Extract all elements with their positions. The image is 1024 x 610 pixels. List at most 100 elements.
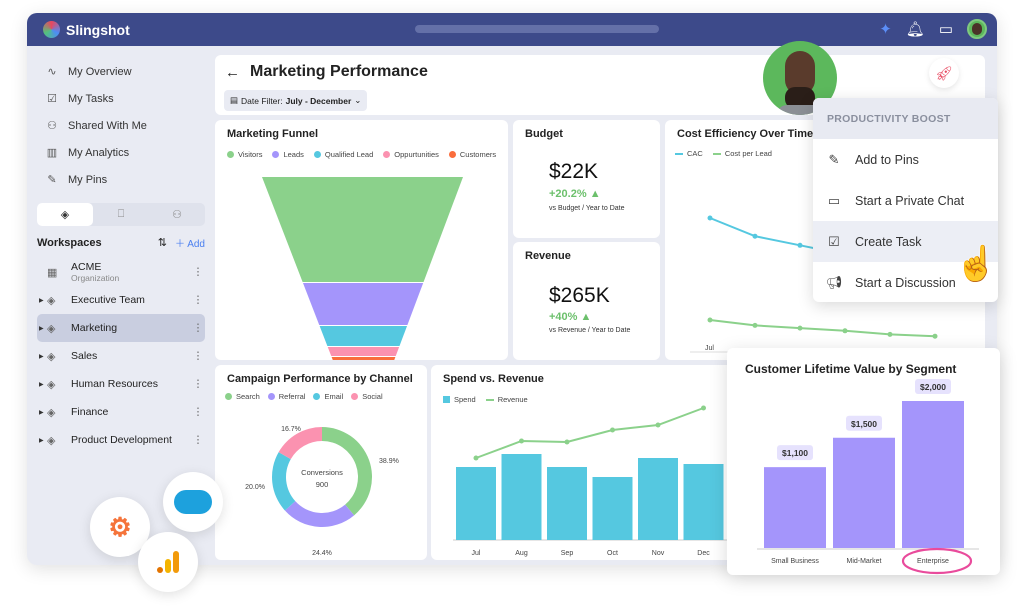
data-label: $2,000 xyxy=(920,382,946,392)
app-logo[interactable]: Slingshot xyxy=(43,21,130,38)
user-avatar[interactable] xyxy=(967,19,987,39)
funnel-chart xyxy=(262,177,463,360)
line-cost-per-lead xyxy=(709,319,936,338)
sidebar-segment-tabs: ◈ ⎕ ⚇ xyxy=(37,203,205,226)
donut-chart: 38.9% 24.4% 20.0% 16.7% Conversions 900 xyxy=(245,426,399,557)
hubspot-integration-bubble: ⚙ xyxy=(90,497,150,557)
clipboard-icon: ☑ xyxy=(47,93,57,105)
x-tick-label: Enterprise xyxy=(917,558,949,565)
bar-enterprise xyxy=(902,401,964,548)
workspace-item[interactable]: ▶ ◈ Product Development ⋮ xyxy=(39,434,204,447)
bar-chart-icon: ▥ xyxy=(46,147,58,159)
clv-card: Customer Lifetime Value by Segment $1,10… xyxy=(727,348,1000,575)
google-analytics-logo-icon xyxy=(157,551,179,573)
tab-workspaces[interactable]: ◈ xyxy=(37,203,93,226)
menu-item-create-task[interactable]: ☑ Create Task xyxy=(813,221,998,262)
legend-revenue: Revenue xyxy=(485,395,528,404)
expand-caret-icon[interactable]: ▶ xyxy=(39,353,44,360)
donut-slice-email xyxy=(272,452,296,511)
data-label-bg xyxy=(846,415,882,431)
point-cac xyxy=(797,242,803,248)
sort-icon[interactable]: ⇅ xyxy=(157,237,167,249)
workspace-item[interactable]: ▶ ◈ Human Resources ⋮ xyxy=(39,378,204,391)
bar-spend-dec xyxy=(683,464,724,540)
workspace-item[interactable]: ▶ ◈ Finance ⋮ xyxy=(39,406,204,419)
hand-cursor-icon: ☝ xyxy=(955,245,998,283)
tab-bookmarks[interactable]: ⎕ xyxy=(93,203,149,226)
point-revenue xyxy=(473,455,479,461)
hubspot-logo-icon: ⚙ xyxy=(108,511,132,542)
layers-icon: ◈ xyxy=(47,434,56,447)
salesforce-logo-icon xyxy=(174,490,212,514)
slice-label: 20.0% xyxy=(245,484,265,491)
pulse-icon: ∿ xyxy=(47,66,57,78)
kpi-change: +20.2% ▲ xyxy=(549,188,601,200)
legend-item: Email xyxy=(313,392,343,401)
layers-icon: ◈ xyxy=(47,294,56,307)
rocket-button[interactable]: 🚀︎ xyxy=(929,58,959,88)
menu-item-start-discussion[interactable]: 📢︎ Start a Discussion xyxy=(825,274,956,290)
salesforce-integration-bubble xyxy=(163,472,223,532)
donut-slice-social xyxy=(278,427,322,460)
bar-spend-oct xyxy=(592,477,633,540)
funnel-segment-visitors xyxy=(262,177,463,282)
sidebar-item-shared-with-me[interactable]: ⚇ Shared With Me xyxy=(45,112,147,139)
slice-label: 38.9% xyxy=(379,458,399,465)
user-check-icon: ⚇ xyxy=(47,120,57,132)
sidebar-item-my-pins[interactable]: ✎ My Pins xyxy=(45,166,147,193)
legend-cost-per-lead: Cost per Lead xyxy=(712,149,772,158)
slice-label: 24.4% xyxy=(312,550,332,557)
layers-icon: ◈ xyxy=(60,209,70,221)
kpi-change: +40% ▲ xyxy=(549,311,592,323)
point-cost-per-lead xyxy=(842,328,848,334)
more-icon[interactable]: ⋮ xyxy=(192,406,204,418)
revenue-card: Revenue $265K +40% ▲ vs Revenue / Year t… xyxy=(513,242,660,360)
sidebar-item-my-overview[interactable]: ∿ My Overview xyxy=(45,58,147,85)
workspace-item[interactable]: ▶ ◈ Marketing ⋮ xyxy=(37,314,205,342)
workspace-item[interactable]: ▶ ◈ Executive Team ⋮ xyxy=(39,294,204,307)
x-tick-label: Small Business xyxy=(771,558,819,565)
google-analytics-integration-bubble xyxy=(138,532,198,592)
more-icon[interactable]: ⋮ xyxy=(192,294,204,306)
more-icon[interactable]: ⋮ xyxy=(192,350,204,362)
clipboard-check-icon: ☑ xyxy=(828,233,840,249)
search-bar[interactable] xyxy=(415,25,659,33)
sidebar-item-my-analytics[interactable]: ▥ My Analytics xyxy=(46,146,130,160)
chat-icon[interactable]: ▭ xyxy=(938,21,953,38)
layers-icon: ◈ xyxy=(47,406,56,419)
more-icon[interactable]: ⋮ xyxy=(192,322,204,334)
bell-icon[interactable]: 🔔︎ xyxy=(905,21,925,38)
workspace-org[interactable]: ▦ ACME Organization ⋮ xyxy=(47,261,204,283)
sidebar-item-my-tasks[interactable]: ☑ My Tasks xyxy=(45,85,147,112)
budget-card: Budget $22K +20.2% ▲ vs Budget / Year to… xyxy=(513,120,660,238)
back-arrow-icon[interactable]: ← xyxy=(225,63,240,81)
user-photo-avatar xyxy=(763,41,837,115)
workspace-item[interactable]: ▶ ◈ Sales ⋮ xyxy=(39,350,204,363)
sparkle-icon[interactable]: ✦ xyxy=(879,21,892,38)
expand-caret-icon[interactable]: ▶ xyxy=(39,297,44,304)
rocket-icon: 🚀︎ xyxy=(935,64,953,81)
layers-icon: ◈ xyxy=(47,378,56,391)
add-workspace-button[interactable]: ＋ Add xyxy=(174,239,205,250)
slingshot-logo-icon xyxy=(43,21,60,38)
more-icon[interactable]: ⋮ xyxy=(192,378,204,390)
point-cost-per-lead xyxy=(752,322,758,328)
more-icon[interactable]: ⋮ xyxy=(192,434,204,446)
point-revenue xyxy=(610,427,615,433)
calendar-filter-icon: ▤ xyxy=(230,95,239,105)
clv-bar-chart: $1,100 Small Business $1,500 Mid-Market $2,0… xyxy=(757,379,979,575)
menu-item-private-chat[interactable]: ▭ Start a Private Chat xyxy=(813,180,998,221)
chart-title: Customer Lifetime Value by Segment xyxy=(745,362,957,376)
expand-caret-icon[interactable]: ▶ xyxy=(39,409,44,416)
date-filter-dropdown[interactable]: ▤ Date Filter: July - December ⌄ xyxy=(224,90,368,111)
expand-caret-icon[interactable]: ▶ xyxy=(39,437,44,444)
layers-icon: ◈ xyxy=(47,350,56,363)
megaphone-icon: 📢︎ xyxy=(825,274,843,290)
chart-title: Cost Efficiency Over Time xyxy=(677,128,814,140)
expand-caret-icon[interactable]: ▶ xyxy=(39,381,44,388)
menu-item-add-to-pins[interactable]: ✎ Add to Pins xyxy=(813,139,998,180)
expand-caret-icon[interactable]: ▶ xyxy=(39,325,44,332)
x-tick-label: Jul xyxy=(705,345,714,352)
tab-people[interactable]: ⚇ xyxy=(149,203,205,226)
more-icon[interactable]: ⋮ xyxy=(192,266,204,278)
